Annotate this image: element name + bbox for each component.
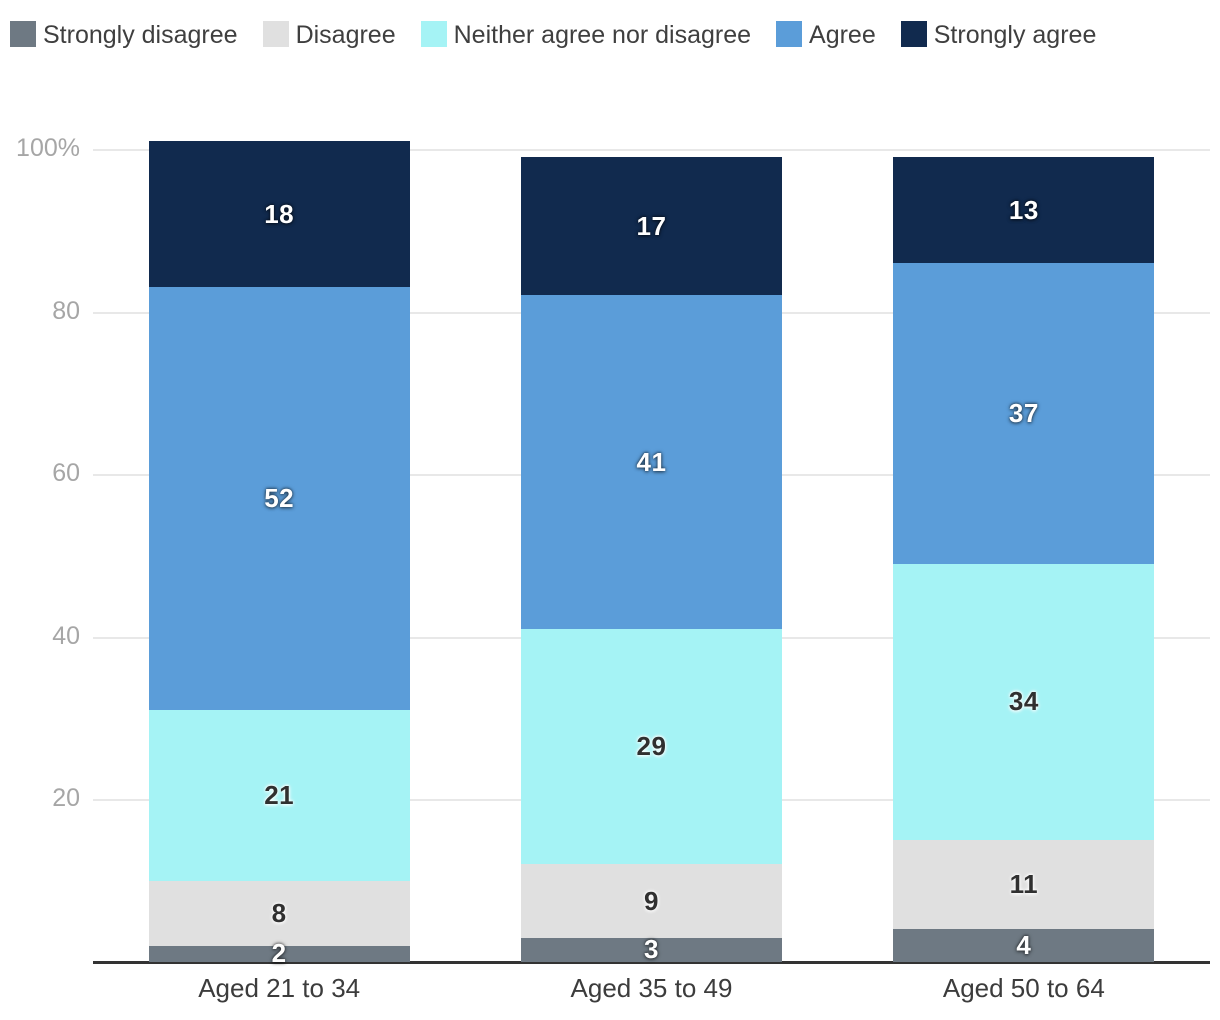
legend-item-agree[interactable]: Agree [776,21,876,49]
y-axis-tick-label: 60 [52,459,80,488]
x-axis-category-label: Aged 50 to 64 [942,973,1105,1003]
segment-value-label: 17 [636,210,667,241]
legend-item-strongly-agree[interactable]: Strongly agree [900,21,1097,49]
bar-segment-disagree[interactable]: 8 [148,880,410,946]
bar-segment-strongly-disagree[interactable]: 3 [521,934,782,964]
segment-value-label: 21 [264,779,295,810]
bar-segment-neither-agree-nor-disagree[interactable]: 29 [521,628,782,865]
legend-swatch-icon [10,21,36,47]
segment-value-label: 8 [271,897,287,928]
segment-value-label: 4 [1016,930,1032,961]
legend-label: Strongly agree [933,21,1097,49]
segment-value-label: 18 [264,198,295,229]
gridline-100 [93,149,1210,151]
bar-segment-strongly-agree[interactable]: 18 [148,140,410,288]
legend: Strongly disagree Disagree Neither agree n… [10,12,1160,58]
segment-value-label: 2 [271,938,287,969]
segment-value-label: 34 [1008,686,1039,717]
segment-value-label: 37 [1008,397,1039,428]
segment-value-label: 9 [644,885,659,916]
bar-segment-agree[interactable]: 41 [521,295,782,629]
bar-segment-neither-agree-nor-disagree[interactable]: 21 [148,710,410,881]
y-axis-tick-label: 100% [16,134,80,162]
legend-swatch-icon [776,21,803,47]
bar-segment-disagree[interactable]: 9 [521,864,782,938]
bar-segment-strongly-agree[interactable]: 13 [893,157,1155,263]
bar-segment-strongly-agree[interactable]: 17 [521,157,782,296]
y-axis-tick-label: 40 [52,621,80,650]
legend-label: Disagree [295,21,396,49]
segment-value-label: 11 [1009,869,1039,900]
segment-value-label: 13 [1008,194,1039,225]
legend-label: Neither agree nor disagree [453,21,752,49]
bar-segment-agree[interactable]: 52 [148,287,410,710]
bar-segment-disagree[interactable]: 11 [893,840,1155,930]
segment-value-label: 3 [644,934,659,965]
legend-item-strongly-disagree[interactable]: Strongly disagree [10,21,238,49]
stacked-bar-aged-35-to-49: 3 9 29 41 17 [521,157,782,964]
bar-segment-agree[interactable]: 37 [893,262,1155,564]
plot-area: 2 8 21 52 18 3 9 29 41 17 4 11 34 37 13 [93,0,1210,968]
stacked-bar-aged-50-to-64: 4 11 34 37 13 [893,157,1155,962]
y-axis-tick-label: 20 [52,784,80,813]
x-axis-category-label: Aged 35 to 49 [570,973,733,1003]
legend-label: Strongly disagree [43,21,238,49]
legend-label: Agree [809,21,876,49]
bar-segment-neither-agree-nor-disagree[interactable]: 34 [893,563,1155,841]
legend-swatch-icon [420,21,447,47]
segment-value-label: 29 [636,731,667,762]
legend-item-neither-agree-nor-disagree[interactable]: Neither agree nor disagree [420,21,752,49]
legend-swatch-icon [900,21,927,47]
legend-swatch-icon [262,21,289,47]
bar-segment-strongly-disagree[interactable]: 4 [893,929,1155,962]
x-axis-line [93,961,1210,964]
legend-item-disagree[interactable]: Disagree [262,21,396,49]
segment-value-label: 41 [636,446,667,477]
segment-value-label: 52 [264,483,295,514]
x-axis-category-label: Aged 21 to 34 [198,973,361,1003]
y-axis-tick-label: 80 [52,296,80,325]
stacked-bar-aged-21-to-34: 2 8 21 52 18 [148,140,410,968]
bar-segment-strongly-disagree[interactable]: 2 [148,938,410,968]
